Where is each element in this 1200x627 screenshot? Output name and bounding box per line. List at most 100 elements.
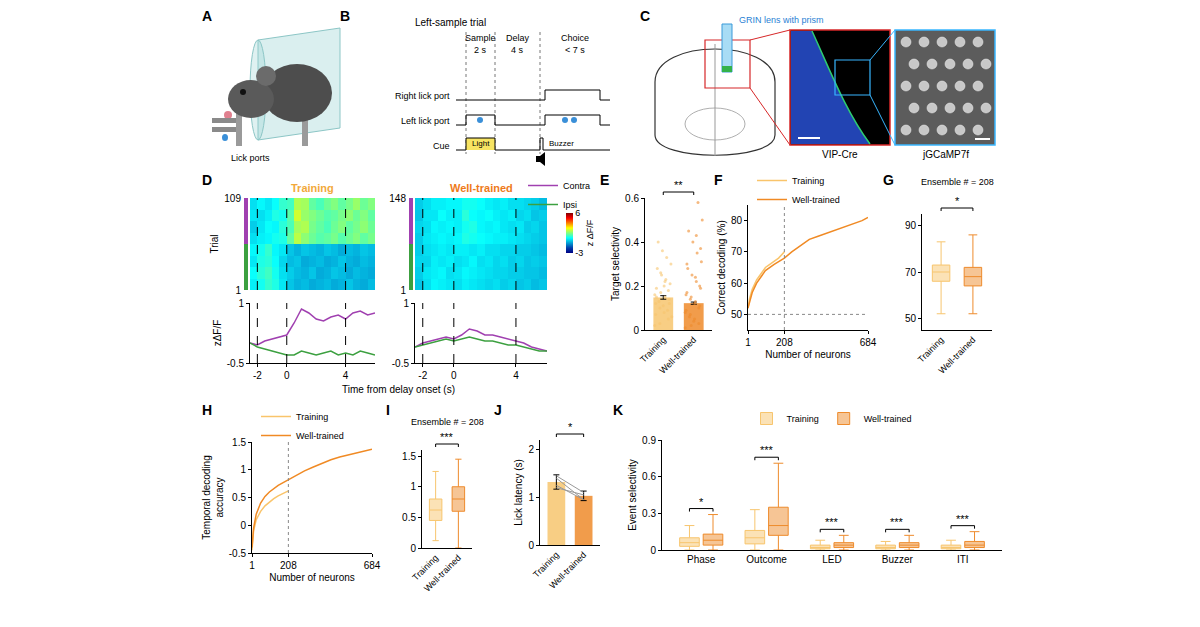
- svg-text:1: 1: [410, 481, 416, 492]
- svg-text:684: 684: [860, 337, 877, 348]
- svg-text:Sample: Sample: [465, 33, 496, 43]
- svg-text:0.9: 0.9: [642, 435, 656, 446]
- svg-text:Well-trained: Well-trained: [296, 431, 344, 441]
- svg-text:Lick latency (s): Lick latency (s): [513, 459, 524, 526]
- svg-text:684: 684: [364, 560, 381, 571]
- svg-text:0: 0: [650, 545, 656, 556]
- svg-text:208: 208: [776, 337, 793, 348]
- svg-text:I: I: [386, 402, 390, 418]
- svg-text:**: **: [674, 179, 683, 191]
- svg-text:148: 148: [389, 193, 406, 204]
- svg-text:109: 109: [224, 193, 241, 204]
- svg-text:4: 4: [513, 370, 519, 381]
- svg-text:K: K: [613, 402, 623, 418]
- svg-text:Well-trained: Well-trained: [864, 414, 912, 424]
- svg-text:0.5: 0.5: [402, 512, 416, 523]
- svg-text:Number of neurons: Number of neurons: [765, 349, 851, 360]
- svg-text:zΔF/F: zΔF/F: [212, 320, 223, 347]
- svg-text:Training: Training: [296, 412, 328, 422]
- svg-text:Training: Training: [787, 414, 819, 424]
- svg-text:70: 70: [905, 267, 917, 278]
- svg-text:Correct decoding (%): Correct decoding (%): [716, 220, 727, 314]
- svg-text:0: 0: [451, 370, 457, 381]
- svg-text:Ipsi: Ipsi: [563, 200, 577, 210]
- svg-text:Well-trained: Well-trained: [792, 195, 840, 205]
- svg-text:1: 1: [400, 285, 406, 296]
- svg-text:Ensemble # = 208: Ensemble # = 208: [921, 177, 994, 187]
- svg-text:Time from delay onset (s): Time from delay onset (s): [342, 384, 455, 395]
- svg-text:90: 90: [905, 220, 917, 231]
- svg-text:-0.5: -0.5: [227, 358, 245, 369]
- svg-text:Phase: Phase: [687, 554, 716, 565]
- svg-text:Left-sample trial: Left-sample trial: [415, 17, 486, 28]
- svg-text:Lick ports: Lick ports: [231, 153, 270, 163]
- svg-text:4 s: 4 s: [511, 45, 524, 55]
- svg-text:z ΔF/F: z ΔF/F: [585, 219, 595, 246]
- svg-text:1.5: 1.5: [402, 451, 416, 462]
- svg-text:Well-trained: Well-trained: [422, 553, 463, 594]
- svg-text:***: ***: [956, 513, 970, 525]
- svg-text:***: ***: [825, 516, 839, 528]
- svg-text:Buzzer: Buzzer: [882, 554, 914, 565]
- svg-text:80: 80: [731, 215, 743, 226]
- svg-text:*: *: [955, 195, 960, 207]
- svg-text:2 s: 2 s: [474, 45, 487, 55]
- svg-text:H: H: [202, 402, 212, 418]
- svg-text:Right lick port: Right lick port: [395, 91, 450, 101]
- svg-text:F: F: [714, 172, 723, 188]
- svg-text:0.3: 0.3: [642, 508, 656, 519]
- svg-text:E: E: [600, 172, 609, 188]
- svg-text:Training: Training: [531, 550, 561, 580]
- svg-text:Light: Light: [472, 139, 490, 148]
- svg-text:-0.5: -0.5: [229, 548, 247, 559]
- svg-text:D: D: [202, 172, 212, 188]
- svg-text:2: 2: [528, 444, 534, 455]
- svg-text:0.5: 0.5: [232, 492, 246, 503]
- svg-text:Ensemble # = 208: Ensemble # = 208: [411, 417, 484, 427]
- svg-text:50: 50: [905, 313, 917, 324]
- svg-text:1: 1: [745, 337, 751, 348]
- svg-text:LED: LED: [822, 554, 841, 565]
- svg-text:ITI: ITI: [957, 554, 969, 565]
- svg-text:0: 0: [284, 370, 290, 381]
- svg-text:Training: Training: [638, 335, 668, 365]
- svg-text:50: 50: [731, 309, 743, 320]
- svg-text:***: ***: [890, 516, 904, 528]
- svg-text:0.2: 0.2: [625, 281, 639, 292]
- svg-text:0.4: 0.4: [625, 237, 639, 248]
- svg-text:208: 208: [280, 560, 297, 571]
- svg-text:< 7 s: < 7 s: [565, 45, 585, 55]
- svg-text:-2: -2: [418, 370, 427, 381]
- svg-text:VIP-Cre: VIP-Cre: [822, 149, 858, 160]
- svg-text:6: 6: [575, 208, 580, 218]
- svg-text:Well-trained: Well-trained: [547, 550, 588, 591]
- svg-text:Left lick port: Left lick port: [401, 116, 450, 126]
- svg-text:1: 1: [235, 285, 241, 296]
- svg-text:70: 70: [731, 246, 743, 257]
- svg-text:Trial: Trial: [209, 234, 220, 253]
- svg-text:Temporal decodingaccuracy: Temporal decodingaccuracy: [201, 455, 225, 540]
- svg-text:0.6: 0.6: [642, 471, 656, 482]
- svg-text:1: 1: [249, 560, 255, 571]
- svg-text:Training: Training: [410, 553, 440, 583]
- svg-text:Well-trained: Well-trained: [450, 182, 513, 194]
- svg-text:Target selectivity: Target selectivity: [610, 227, 621, 301]
- svg-text:Training: Training: [916, 335, 946, 365]
- svg-text:1: 1: [403, 298, 409, 309]
- svg-text:*: *: [568, 421, 573, 433]
- svg-text:G: G: [883, 172, 894, 188]
- svg-text:Training: Training: [792, 176, 824, 186]
- svg-text:1: 1: [528, 492, 534, 503]
- svg-text:Well-trained: Well-trained: [937, 335, 978, 376]
- svg-text:-2: -2: [253, 370, 262, 381]
- svg-text:0: 0: [240, 520, 246, 531]
- svg-text:-3: -3: [575, 248, 583, 258]
- svg-text:1.5: 1.5: [232, 437, 246, 448]
- svg-text:B: B: [340, 8, 350, 24]
- svg-text:A: A: [202, 8, 212, 24]
- svg-text:jGCaMP7f: jGCaMP7f: [922, 149, 969, 160]
- svg-text:0: 0: [410, 543, 416, 554]
- svg-text:Event selectivity: Event selectivity: [627, 459, 638, 531]
- svg-text:1: 1: [240, 464, 246, 475]
- svg-text:Number of neurons: Number of neurons: [269, 572, 355, 583]
